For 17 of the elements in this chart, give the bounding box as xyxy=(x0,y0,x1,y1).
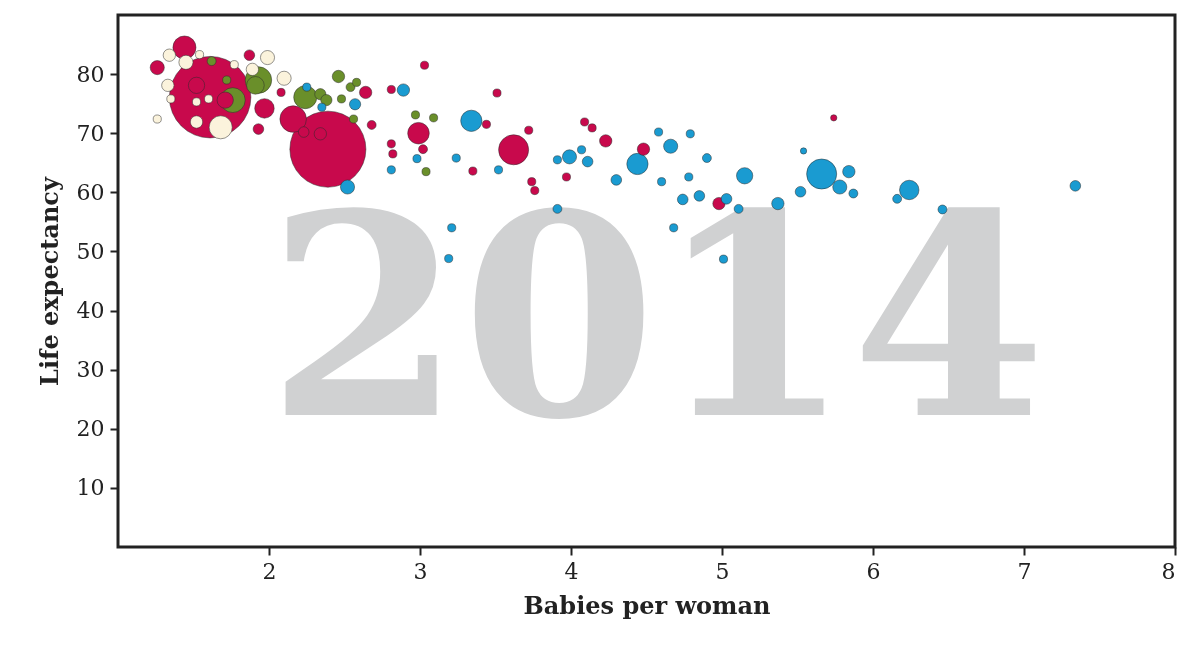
y-tick-label: 70 xyxy=(76,120,105,146)
x-tick-label: 7 xyxy=(1017,558,1032,584)
x-tick-label: 3 xyxy=(413,558,428,584)
y-tick-label: 40 xyxy=(76,298,105,324)
y-tick-label: 10 xyxy=(76,475,105,501)
x-tick-label: 8 xyxy=(1161,558,1176,584)
y-tick-label: 50 xyxy=(76,238,105,264)
x-tick-label: 4 xyxy=(564,558,579,584)
x-axis-title: Babies per woman xyxy=(523,590,771,620)
y-axis-title: Life expectancy xyxy=(34,176,64,386)
y-tick-label: 20 xyxy=(76,416,105,442)
y-tick-label: 30 xyxy=(76,357,105,383)
x-tick-label: 5 xyxy=(715,558,730,584)
x-tick-label: 6 xyxy=(866,558,881,584)
x-tick-label: 2 xyxy=(262,558,277,584)
y-tick-label: 60 xyxy=(76,179,105,205)
y-tick-label: 80 xyxy=(76,61,105,87)
